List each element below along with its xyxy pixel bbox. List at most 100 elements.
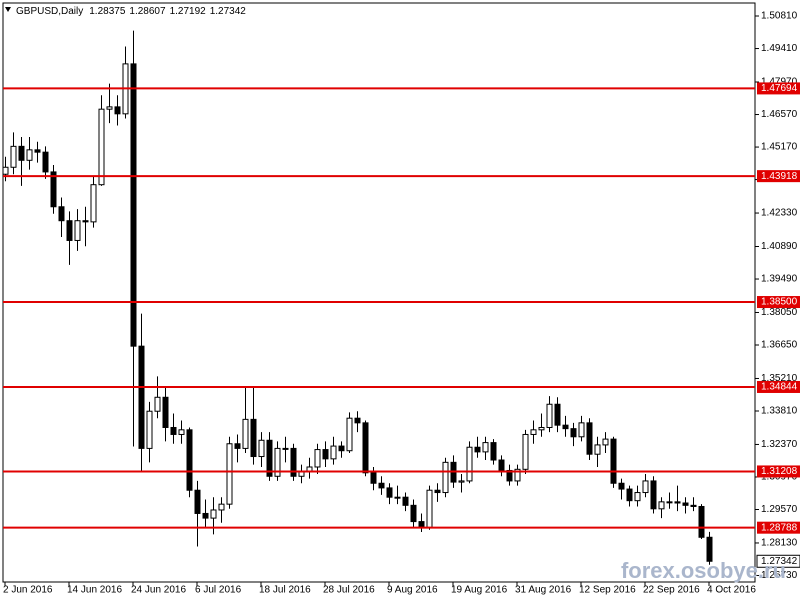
price-label: 1.27342 [761, 556, 798, 567]
candle-body [642, 480, 649, 494]
candle-body [698, 505, 705, 538]
candle-body [362, 422, 369, 474]
level-tag [757, 521, 800, 534]
y-tick-label: 1.36650 [761, 340, 798, 351]
x-tick-label: 2 Jun 2016 [3, 585, 53, 596]
candle-body [114, 106, 121, 115]
candle-body [42, 151, 49, 173]
candle-body [370, 472, 377, 484]
level-label: 1.31208 [761, 466, 798, 477]
level-tag [757, 170, 800, 183]
candle-body [418, 521, 425, 528]
candle-body [474, 446, 481, 453]
candle-body [50, 171, 57, 208]
candle-body [594, 444, 601, 455]
y-tick-label: 1.28130 [761, 538, 798, 549]
candle-body [258, 439, 265, 458]
x-tick-label: 31 Aug 2016 [515, 585, 572, 596]
candle-body [586, 422, 593, 455]
x-tick-label: 12 Sep 2016 [579, 585, 636, 596]
level-label: 1.47694 [761, 83, 798, 94]
x-tick-label: 19 Aug 2016 [451, 585, 508, 596]
candle-body [626, 488, 633, 502]
candle-body [290, 447, 297, 477]
candle-body [218, 503, 225, 511]
level-label: 1.43918 [761, 171, 798, 182]
y-tick-label: 1.49410 [761, 43, 798, 54]
candle-body [674, 501, 681, 504]
candle-body [514, 468, 521, 482]
candle-body [570, 428, 577, 438]
candle-body [490, 442, 497, 461]
candle-body [650, 480, 657, 510]
candle-body [346, 417, 353, 452]
level-tag [757, 380, 800, 393]
candle-body [322, 449, 329, 460]
chart-title: GBPUSD,Daily [16, 6, 83, 17]
candle-body [266, 439, 273, 477]
candle-body [170, 426, 177, 435]
candle-body [426, 489, 433, 528]
candle-body [162, 396, 169, 428]
candle-body [66, 220, 73, 241]
candle-body [178, 429, 185, 435]
candle-body [610, 438, 617, 484]
candle-body [282, 447, 289, 450]
candle-body [106, 106, 113, 110]
y-tick-label: 1.29570 [761, 504, 798, 515]
x-tick-label: 9 Aug 2016 [387, 585, 438, 596]
candle-body [666, 501, 673, 504]
candle-body [82, 220, 89, 223]
candle-body [546, 403, 553, 428]
y-tick-label: 1.39490 [761, 274, 798, 285]
candle-body [522, 433, 529, 470]
candle-body [434, 489, 441, 494]
level-label: 1.34844 [761, 382, 798, 393]
candle-body [682, 502, 689, 506]
plot-frame [2, 2, 756, 583]
candle-body [138, 345, 145, 449]
candle-body [58, 206, 65, 222]
candle-body [466, 446, 473, 482]
y-tick-label: 1.26730 [761, 570, 798, 581]
candle-body [18, 145, 25, 161]
candle-body [90, 184, 97, 223]
x-tick-label: 6 Jul 2016 [195, 585, 242, 596]
candle-body [562, 424, 569, 430]
candle-body [146, 410, 153, 449]
candle-body [250, 418, 257, 458]
level-tag [757, 296, 800, 309]
candle-body [330, 445, 337, 460]
candle-body [386, 487, 393, 498]
candle-body [314, 449, 321, 468]
candle-body [26, 149, 33, 161]
level-label: 1.38500 [761, 297, 798, 308]
y-tick-label: 1.32370 [761, 439, 798, 450]
candle-body [186, 429, 193, 491]
candle-body [2, 166, 9, 175]
candle-body [34, 149, 41, 153]
candle-body [242, 418, 249, 449]
y-tick-label: 1.45170 [761, 142, 798, 153]
header-low: 1.27192 [170, 6, 207, 17]
candle-body [338, 445, 345, 452]
candle-body [482, 442, 489, 453]
candle-body [394, 496, 401, 499]
candle-body [458, 480, 465, 483]
candle-body [354, 417, 361, 424]
x-tick-label: 4 Oct 2016 [707, 585, 756, 596]
x-tick-label: 14 Jun 2016 [67, 585, 122, 596]
y-tick-label: 1.47970 [761, 77, 798, 88]
candle-body [74, 220, 81, 241]
header-close: 1.27342 [210, 6, 247, 17]
chart-header: GBPUSD,Daily 1.28375 1.28607 1.27192 1.27342 [16, 6, 246, 17]
candle-body [634, 492, 641, 502]
watermark: forex.osobye.ru [621, 558, 786, 583]
candle-body [498, 459, 505, 471]
candle-body [658, 501, 665, 510]
candle-body [530, 429, 537, 435]
candle-body [10, 145, 17, 168]
level-tag [757, 465, 800, 478]
